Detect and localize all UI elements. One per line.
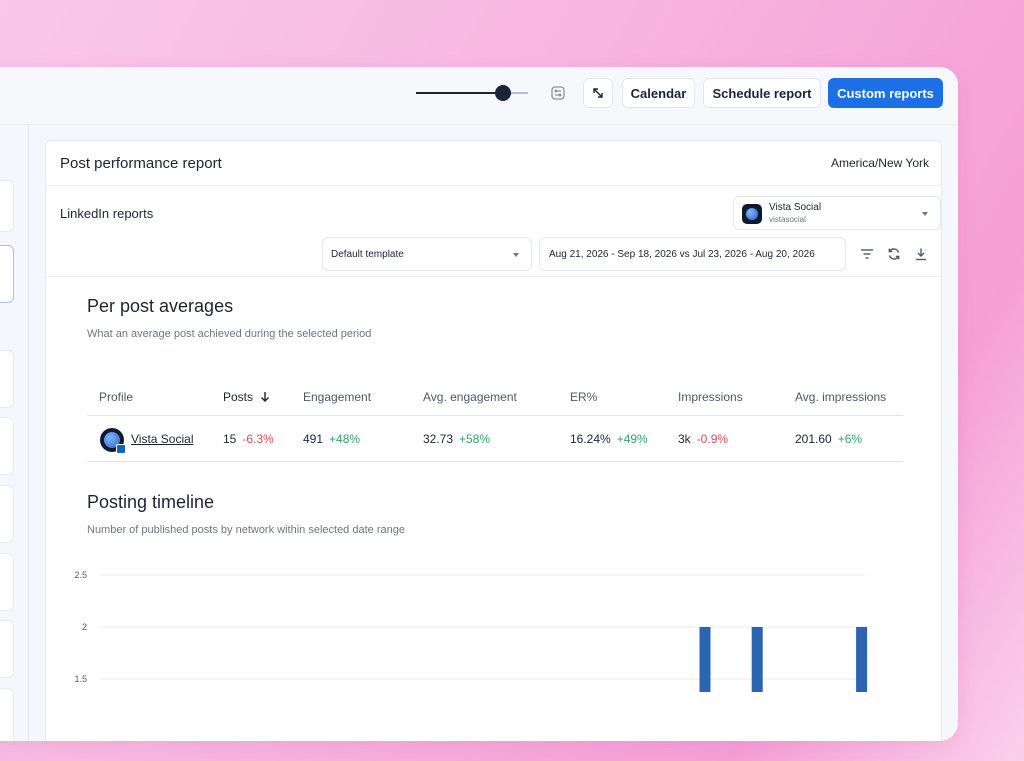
report-panel: Post performance report America/New York… bbox=[45, 140, 942, 741]
col-avg-impressions[interactable]: Avg. impressions bbox=[795, 390, 887, 404]
avg-engagement-value: 32.73 bbox=[423, 432, 454, 446]
sidebar-card[interactable] bbox=[0, 553, 14, 611]
avg-impressions-change: +6% bbox=[837, 432, 863, 446]
er-change: +49% bbox=[616, 432, 648, 446]
er-value: 16.24% bbox=[570, 432, 611, 446]
posts-value: 15 bbox=[223, 432, 237, 446]
chevron-down-icon bbox=[922, 212, 928, 216]
refresh-icon[interactable] bbox=[885, 245, 903, 263]
date-range-picker[interactable]: Aug 21, 2026 - Sep 18, 2026 vs Jul 23, 2… bbox=[539, 237, 846, 271]
impressions-cell: 3k -0.9% bbox=[678, 432, 728, 446]
report-controls: LinkedIn reports Vista Social vistasocia… bbox=[46, 186, 941, 277]
per-post-averages-subtitle: What an average post achieved during the… bbox=[87, 328, 372, 340]
zoom-slider-handle[interactable] bbox=[495, 85, 511, 101]
col-posts-label: Posts bbox=[223, 390, 254, 404]
avg-impressions-cell: 201.60 +6% bbox=[795, 432, 862, 446]
linkedin-icon bbox=[116, 444, 126, 454]
schedule-report-button[interactable]: Schedule report bbox=[703, 78, 821, 108]
filter-icon[interactable] bbox=[858, 245, 876, 263]
table-row: Vista Social 15 -6.3% 491 +48% 32.73 +58% 1… bbox=[87, 416, 903, 462]
col-impressions[interactable]: Impressions bbox=[678, 390, 743, 404]
posts-cell: 15 -6.3% bbox=[223, 432, 274, 446]
col-engagement[interactable]: Engagement bbox=[303, 390, 372, 404]
calendar-button[interactable]: Calendar bbox=[622, 78, 695, 108]
posting-timeline-subtitle: Number of published posts by network wit… bbox=[87, 524, 405, 536]
er-cell: 16.24% +49% bbox=[570, 432, 648, 446]
avg-engagement-change: +58% bbox=[459, 432, 491, 446]
impressions-change: -0.9% bbox=[696, 432, 729, 446]
sidebar-card[interactable] bbox=[0, 485, 14, 543]
sidebar-divider bbox=[28, 125, 29, 741]
impressions-value: 3k bbox=[678, 432, 691, 446]
report-title: Post performance report bbox=[60, 155, 222, 172]
posting-timeline-title: Posting timeline bbox=[87, 492, 215, 512]
table-header: Profile Posts Engagement Avg. engagement… bbox=[87, 376, 903, 416]
col-er[interactable]: ER% bbox=[570, 390, 598, 404]
network-heading: LinkedIn reports bbox=[60, 206, 154, 221]
y-tick-label: 2.5 bbox=[74, 570, 87, 580]
profile-avatar bbox=[742, 204, 762, 224]
zoom-slider[interactable] bbox=[416, 85, 528, 101]
chart-bar bbox=[856, 627, 868, 692]
profile-handle: vistasocial bbox=[769, 215, 806, 224]
y-tick-label: 1.5 bbox=[74, 674, 87, 684]
profile-name: Vista Social bbox=[769, 202, 822, 213]
col-avg-engagement[interactable]: Avg. engagement bbox=[423, 390, 517, 404]
per-post-averages-title: Per post averages bbox=[87, 296, 234, 316]
date-range-value: Aug 21, 2026 - Sep 18, 2026 vs Jul 23, 2… bbox=[549, 249, 815, 260]
zoom-slider-track-rest bbox=[503, 92, 528, 94]
profile-avatar bbox=[100, 428, 126, 454]
col-posts[interactable]: Posts bbox=[223, 390, 270, 404]
profile-link[interactable]: Vista Social bbox=[131, 432, 193, 446]
top-toolbar: Calendar Schedule report Custom reports bbox=[0, 67, 958, 125]
chart-bar bbox=[699, 627, 711, 692]
chart-bar bbox=[751, 627, 763, 692]
sidebar-card[interactable] bbox=[0, 417, 14, 475]
sidebar bbox=[0, 125, 14, 741]
engagement-value: 491 bbox=[303, 432, 324, 446]
custom-reports-button[interactable]: Custom reports bbox=[828, 78, 943, 108]
sidebar-card[interactable] bbox=[0, 620, 14, 678]
engagement-change: +48% bbox=[329, 432, 361, 446]
collapse-icon[interactable] bbox=[583, 78, 613, 108]
app-window: Calendar Schedule report Custom reports … bbox=[0, 67, 958, 741]
per-post-table: Profile Posts Engagement Avg. engagement… bbox=[87, 376, 903, 462]
download-icon[interactable] bbox=[912, 245, 930, 263]
sidebar-card[interactable] bbox=[0, 180, 14, 232]
template-select[interactable]: Default template bbox=[322, 237, 532, 271]
posting-timeline-chart: 2.521.51 bbox=[74, 570, 868, 692]
posts-change: -6.3% bbox=[242, 432, 274, 446]
y-tick-label: 2 bbox=[82, 622, 87, 632]
timezone-label: America/New York bbox=[830, 156, 929, 170]
chevron-down-icon bbox=[513, 253, 519, 257]
layout-icon[interactable] bbox=[543, 78, 573, 108]
avg-engagement-cell: 32.73 +58% bbox=[423, 432, 490, 446]
profile-select[interactable]: Vista Social vistasocial bbox=[733, 196, 941, 230]
avg-impressions-value: 201.60 bbox=[795, 432, 832, 446]
sidebar-card[interactable] bbox=[0, 350, 14, 408]
sidebar-card[interactable] bbox=[0, 688, 14, 741]
report-header: Post performance report America/New York bbox=[46, 141, 941, 186]
col-profile[interactable]: Profile bbox=[99, 390, 134, 404]
template-select-value: Default template bbox=[331, 249, 404, 260]
engagement-cell: 491 +48% bbox=[303, 432, 360, 446]
arrow-down-icon bbox=[261, 392, 270, 402]
profile-name[interactable]: Vista Social bbox=[131, 432, 194, 446]
sidebar-card-active[interactable] bbox=[0, 245, 14, 303]
